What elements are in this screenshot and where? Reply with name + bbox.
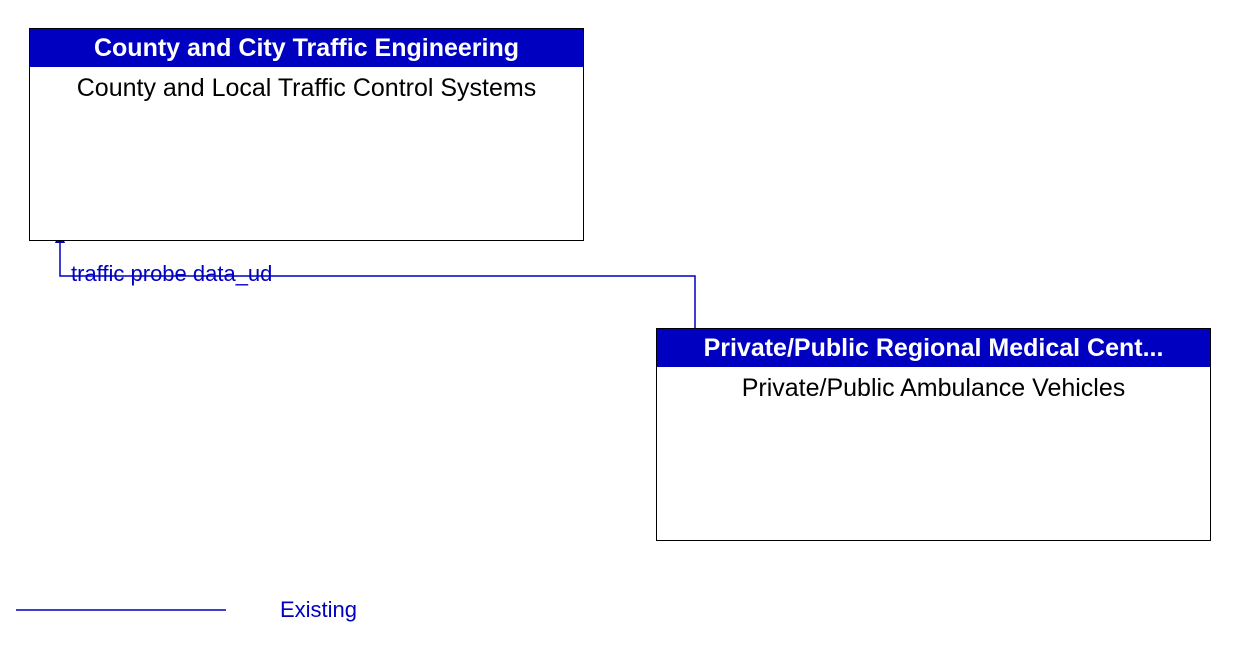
diagram-canvas: County and City Traffic Engineering Coun…: [0, 0, 1252, 658]
legend-label-existing: Existing: [280, 597, 357, 623]
node-traffic-control-systems: County and City Traffic Engineering Coun…: [29, 28, 584, 241]
node-header-county-city-traffic-engineering: County and City Traffic Engineering: [30, 29, 583, 67]
node-body-private-public-ambulance-vehicles: Private/Public Ambulance Vehicles: [657, 367, 1210, 410]
edge-label-traffic-probe-data: traffic probe data_ud: [71, 261, 272, 287]
node-body-county-local-traffic-control-systems: County and Local Traffic Control Systems: [30, 67, 583, 110]
node-ambulance-vehicles: Private/Public Regional Medical Cent... …: [656, 328, 1211, 541]
node-header-private-public-regional-medical: Private/Public Regional Medical Cent...: [657, 329, 1210, 367]
